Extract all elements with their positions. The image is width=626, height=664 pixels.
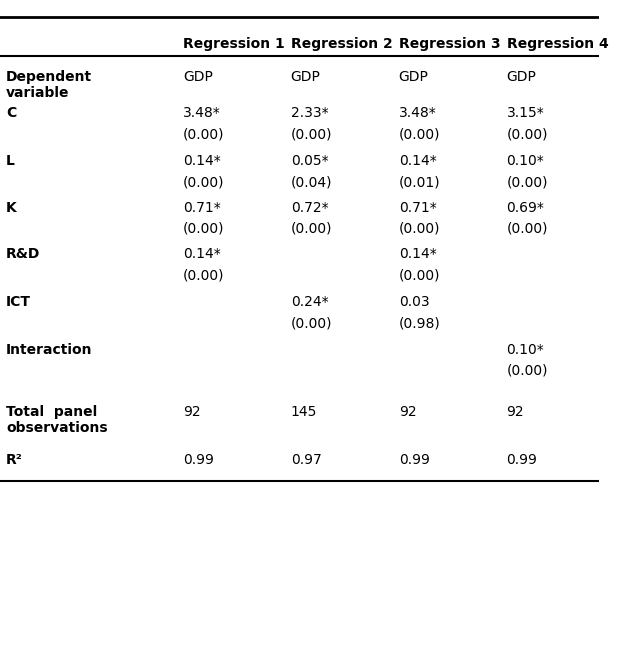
Text: (0.01): (0.01) — [399, 175, 440, 189]
Text: (0.00): (0.00) — [183, 268, 224, 282]
Text: 0.99: 0.99 — [183, 453, 213, 467]
Text: 0.24*: 0.24* — [290, 295, 329, 309]
Text: 0.71*: 0.71* — [399, 201, 436, 214]
Text: 0.14*: 0.14* — [399, 154, 436, 168]
Text: Regression 3: Regression 3 — [399, 37, 500, 50]
Text: (0.00): (0.00) — [506, 127, 548, 141]
Text: (0.04): (0.04) — [290, 175, 332, 189]
Text: L: L — [6, 154, 15, 168]
Text: 0.14*: 0.14* — [399, 247, 436, 261]
Text: 0.05*: 0.05* — [290, 154, 329, 168]
Text: (0.00): (0.00) — [183, 127, 224, 141]
Text: 92: 92 — [183, 405, 200, 419]
Text: 92: 92 — [399, 405, 416, 419]
Text: 92: 92 — [506, 405, 524, 419]
Text: 0.99: 0.99 — [399, 453, 429, 467]
Text: GDP: GDP — [290, 70, 321, 84]
Text: (0.00): (0.00) — [399, 222, 440, 236]
Text: Dependent
variable: Dependent variable — [6, 70, 92, 100]
Text: 0.14*: 0.14* — [183, 154, 220, 168]
Text: (0.00): (0.00) — [399, 127, 440, 141]
Text: 3.48*: 3.48* — [183, 106, 220, 120]
Text: 0.72*: 0.72* — [290, 201, 329, 214]
Text: (0.00): (0.00) — [506, 222, 548, 236]
Text: (0.98): (0.98) — [399, 316, 440, 330]
Text: 145: 145 — [290, 405, 317, 419]
Text: Regression 4: Regression 4 — [506, 37, 608, 50]
Text: Interaction: Interaction — [6, 343, 93, 357]
Text: 0.03: 0.03 — [399, 295, 429, 309]
Text: (0.00): (0.00) — [290, 222, 332, 236]
Text: C: C — [6, 106, 16, 120]
Text: 0.71*: 0.71* — [183, 201, 220, 214]
Text: K: K — [6, 201, 17, 214]
Text: 0.99: 0.99 — [506, 453, 537, 467]
Text: 0.10*: 0.10* — [506, 154, 544, 168]
Text: GDP: GDP — [399, 70, 429, 84]
Text: 0.69*: 0.69* — [506, 201, 545, 214]
Text: (0.00): (0.00) — [290, 127, 332, 141]
Text: R²: R² — [6, 453, 23, 467]
Text: 0.14*: 0.14* — [183, 247, 220, 261]
Text: 0.97: 0.97 — [290, 453, 322, 467]
Text: 0.10*: 0.10* — [506, 343, 544, 357]
Text: (0.00): (0.00) — [506, 175, 548, 189]
Text: Regression 2: Regression 2 — [290, 37, 393, 50]
Text: 3.15*: 3.15* — [506, 106, 544, 120]
Text: (0.00): (0.00) — [290, 316, 332, 330]
Text: (0.00): (0.00) — [506, 364, 548, 378]
Text: 3.48*: 3.48* — [399, 106, 436, 120]
Text: GDP: GDP — [506, 70, 536, 84]
Text: Total  panel
observations: Total panel observations — [6, 405, 108, 435]
Text: GDP: GDP — [183, 70, 213, 84]
Text: (0.00): (0.00) — [183, 175, 224, 189]
Text: R&D: R&D — [6, 247, 40, 261]
Text: Regression 1: Regression 1 — [183, 37, 285, 50]
Text: (0.00): (0.00) — [399, 268, 440, 282]
Text: ICT: ICT — [6, 295, 31, 309]
Text: (0.00): (0.00) — [183, 222, 224, 236]
Text: 2.33*: 2.33* — [290, 106, 329, 120]
